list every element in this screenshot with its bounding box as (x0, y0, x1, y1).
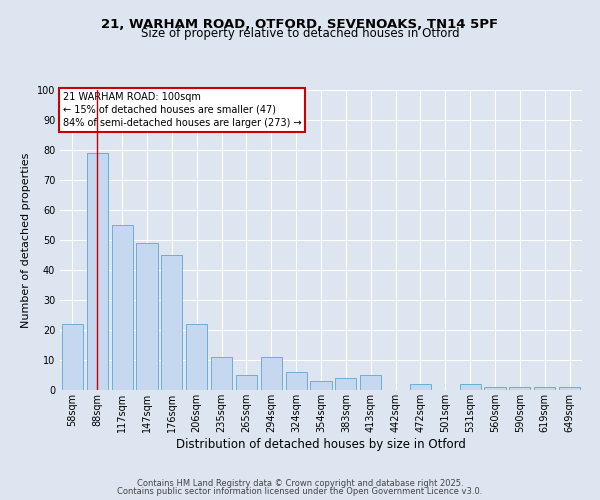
Bar (509, 387, 530, 390)
Bar (559, 387, 580, 390)
Bar (534, 387, 555, 390)
X-axis label: Distribution of detached houses by size in Otford: Distribution of detached houses by size … (176, 438, 466, 450)
Bar (310, 381, 332, 390)
Bar (236, 375, 257, 390)
Bar (161, 255, 182, 390)
Bar (186, 324, 207, 390)
Bar (87, 153, 108, 390)
Text: 21 WARHAM ROAD: 100sqm
← 15% of detached houses are smaller (47)
84% of semi-det: 21 WARHAM ROAD: 100sqm ← 15% of detached… (62, 92, 301, 128)
Bar (335, 378, 356, 390)
Bar (62, 324, 83, 390)
Bar (410, 384, 431, 390)
Bar (286, 372, 307, 390)
Text: 21, WARHAM ROAD, OTFORD, SEVENOAKS, TN14 5PF: 21, WARHAM ROAD, OTFORD, SEVENOAKS, TN14… (101, 18, 499, 30)
Bar (136, 243, 158, 390)
Bar (460, 384, 481, 390)
Bar (211, 357, 232, 390)
Bar (360, 375, 381, 390)
Text: Size of property relative to detached houses in Otford: Size of property relative to detached ho… (140, 28, 460, 40)
Text: Contains HM Land Registry data © Crown copyright and database right 2025.: Contains HM Land Registry data © Crown c… (137, 478, 463, 488)
Text: Contains public sector information licensed under the Open Government Licence v3: Contains public sector information licen… (118, 487, 482, 496)
Bar (484, 387, 506, 390)
Y-axis label: Number of detached properties: Number of detached properties (21, 152, 31, 328)
Bar (261, 357, 282, 390)
Bar (112, 225, 133, 390)
